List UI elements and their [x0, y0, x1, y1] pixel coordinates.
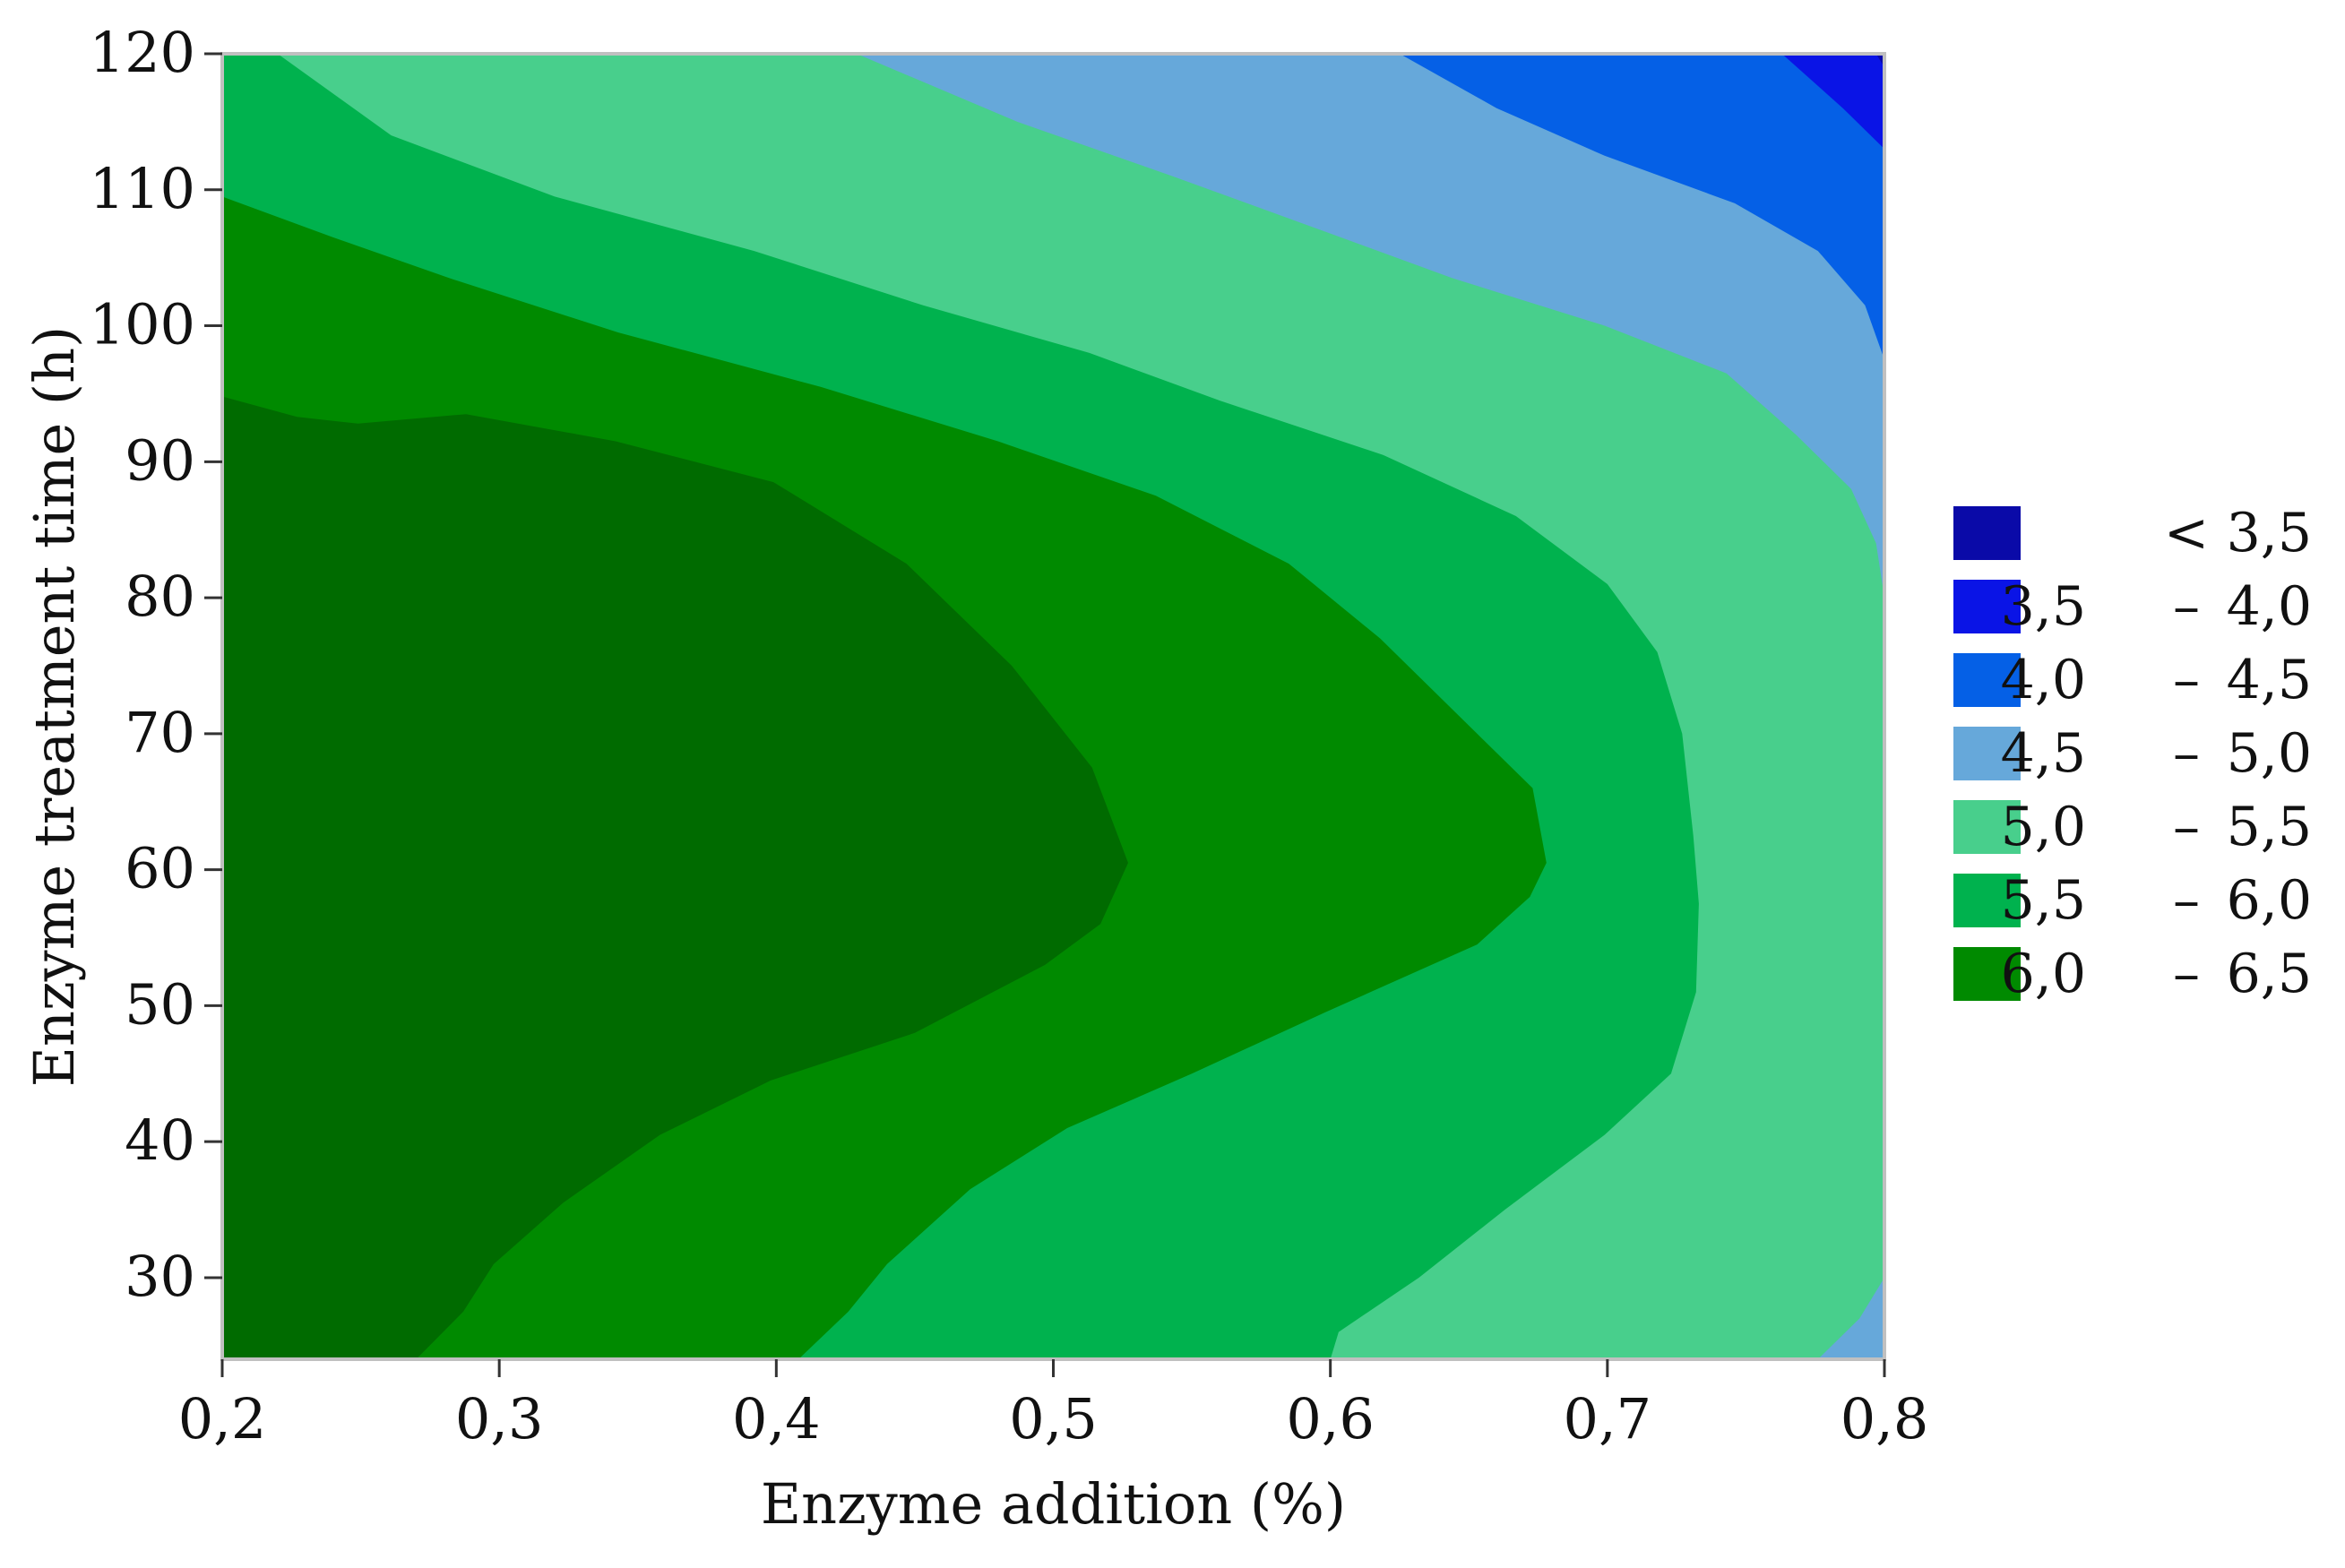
legend-item: 5,5 –6,0 — [1953, 869, 2312, 932]
legend-upper: 4,5 — [2227, 649, 2312, 711]
legend-upper: 6,0 — [2227, 869, 2312, 932]
legend-lower: 5,0 — [2001, 796, 2086, 858]
y-tick-label: 90 — [125, 427, 195, 493]
legend-swatch — [1953, 506, 2021, 560]
y-tick-label: 50 — [125, 971, 195, 1037]
legend-lower: 6,0 — [2001, 943, 2086, 1005]
legend-upper: 5,0 — [2227, 722, 2312, 785]
y-tick-label: 120 — [90, 20, 195, 85]
x-tick-label: 0,3 — [455, 1386, 544, 1452]
legend-op: – — [2173, 649, 2200, 711]
legend-op: – — [2173, 796, 2200, 858]
y-tick-label: 110 — [90, 156, 195, 221]
y-tick-label: 40 — [125, 1107, 195, 1173]
legend-op: – — [2173, 722, 2200, 785]
legend-swatch — [1953, 874, 2021, 927]
y-tick-label: 100 — [90, 292, 195, 358]
contour-band-3-5 — [1875, 54, 1884, 82]
contour-band-4-5 — [1400, 54, 1884, 428]
legend-item: 4,5 –5,0 — [1953, 722, 2312, 785]
legend-upper: 4,0 — [2227, 575, 2312, 638]
x-tick-label: 0,8 — [1841, 1386, 1929, 1452]
y-tick-label: 60 — [125, 836, 195, 901]
legend-upper: 5,5 — [2227, 796, 2312, 858]
legend-lower: 4,5 — [2001, 722, 2086, 785]
legend-upper: 3,5 — [2227, 502, 2312, 564]
x-tick-label: 0,2 — [178, 1386, 267, 1452]
legend-item: <3,5 — [1953, 502, 2312, 564]
legend-swatch — [1953, 653, 2021, 707]
y-axis-label: Enzyme treatment time (h) — [22, 326, 87, 1087]
legend-swatch — [1953, 727, 2021, 780]
y-tick-label: 80 — [125, 564, 195, 629]
legend-op: – — [2173, 943, 2200, 1005]
x-tick-label: 0,4 — [732, 1386, 821, 1452]
legend: <3,53,5–4,04,0–4,54,5–5,05,0–5,55,5–6,06… — [1953, 502, 2312, 1005]
x-tick-label: 0,5 — [1009, 1386, 1098, 1452]
legend-item: 5,0 –5,5 — [1953, 796, 2312, 858]
y-tick-label: 70 — [125, 700, 195, 765]
legend-item: 3,5 –4,0 — [1953, 575, 2312, 638]
x-axis-label: Enzyme addition (%) — [761, 1471, 1346, 1537]
legend-upper: 6,5 — [2227, 943, 2312, 1005]
legend-item: 6,0 –6,5 — [1953, 943, 2312, 1005]
legend-lower: 4,0 — [2001, 649, 2086, 711]
y-axis: 30 40 50 60 70 80 90 100 110 120 — [90, 20, 222, 1309]
contour-band-5-5 — [277, 54, 1884, 1359]
legend-swatch — [1953, 800, 2021, 854]
legend-op: < — [2164, 502, 2209, 564]
contour-band-4 — [1781, 54, 1884, 237]
legend-swatch — [1953, 947, 2021, 1001]
x-tick-label: 0,6 — [1286, 1386, 1375, 1452]
legend-lower: 3,5 — [2001, 575, 2086, 638]
legend-item: 4,0 –4,5 — [1953, 649, 2312, 711]
legend-op: – — [2173, 575, 2200, 638]
x-tick-label: 0,7 — [1564, 1386, 1652, 1452]
legend-lower: 5,5 — [2001, 869, 2086, 932]
contour-regions — [222, 54, 1884, 1359]
legend-op: – — [2173, 869, 2200, 932]
y-tick-label: 30 — [125, 1244, 195, 1309]
legend-swatch — [1953, 580, 2021, 633]
x-axis: 0,2 0,3 0,4 0,5 0,6 0,7 0,8 — [178, 1359, 1929, 1452]
